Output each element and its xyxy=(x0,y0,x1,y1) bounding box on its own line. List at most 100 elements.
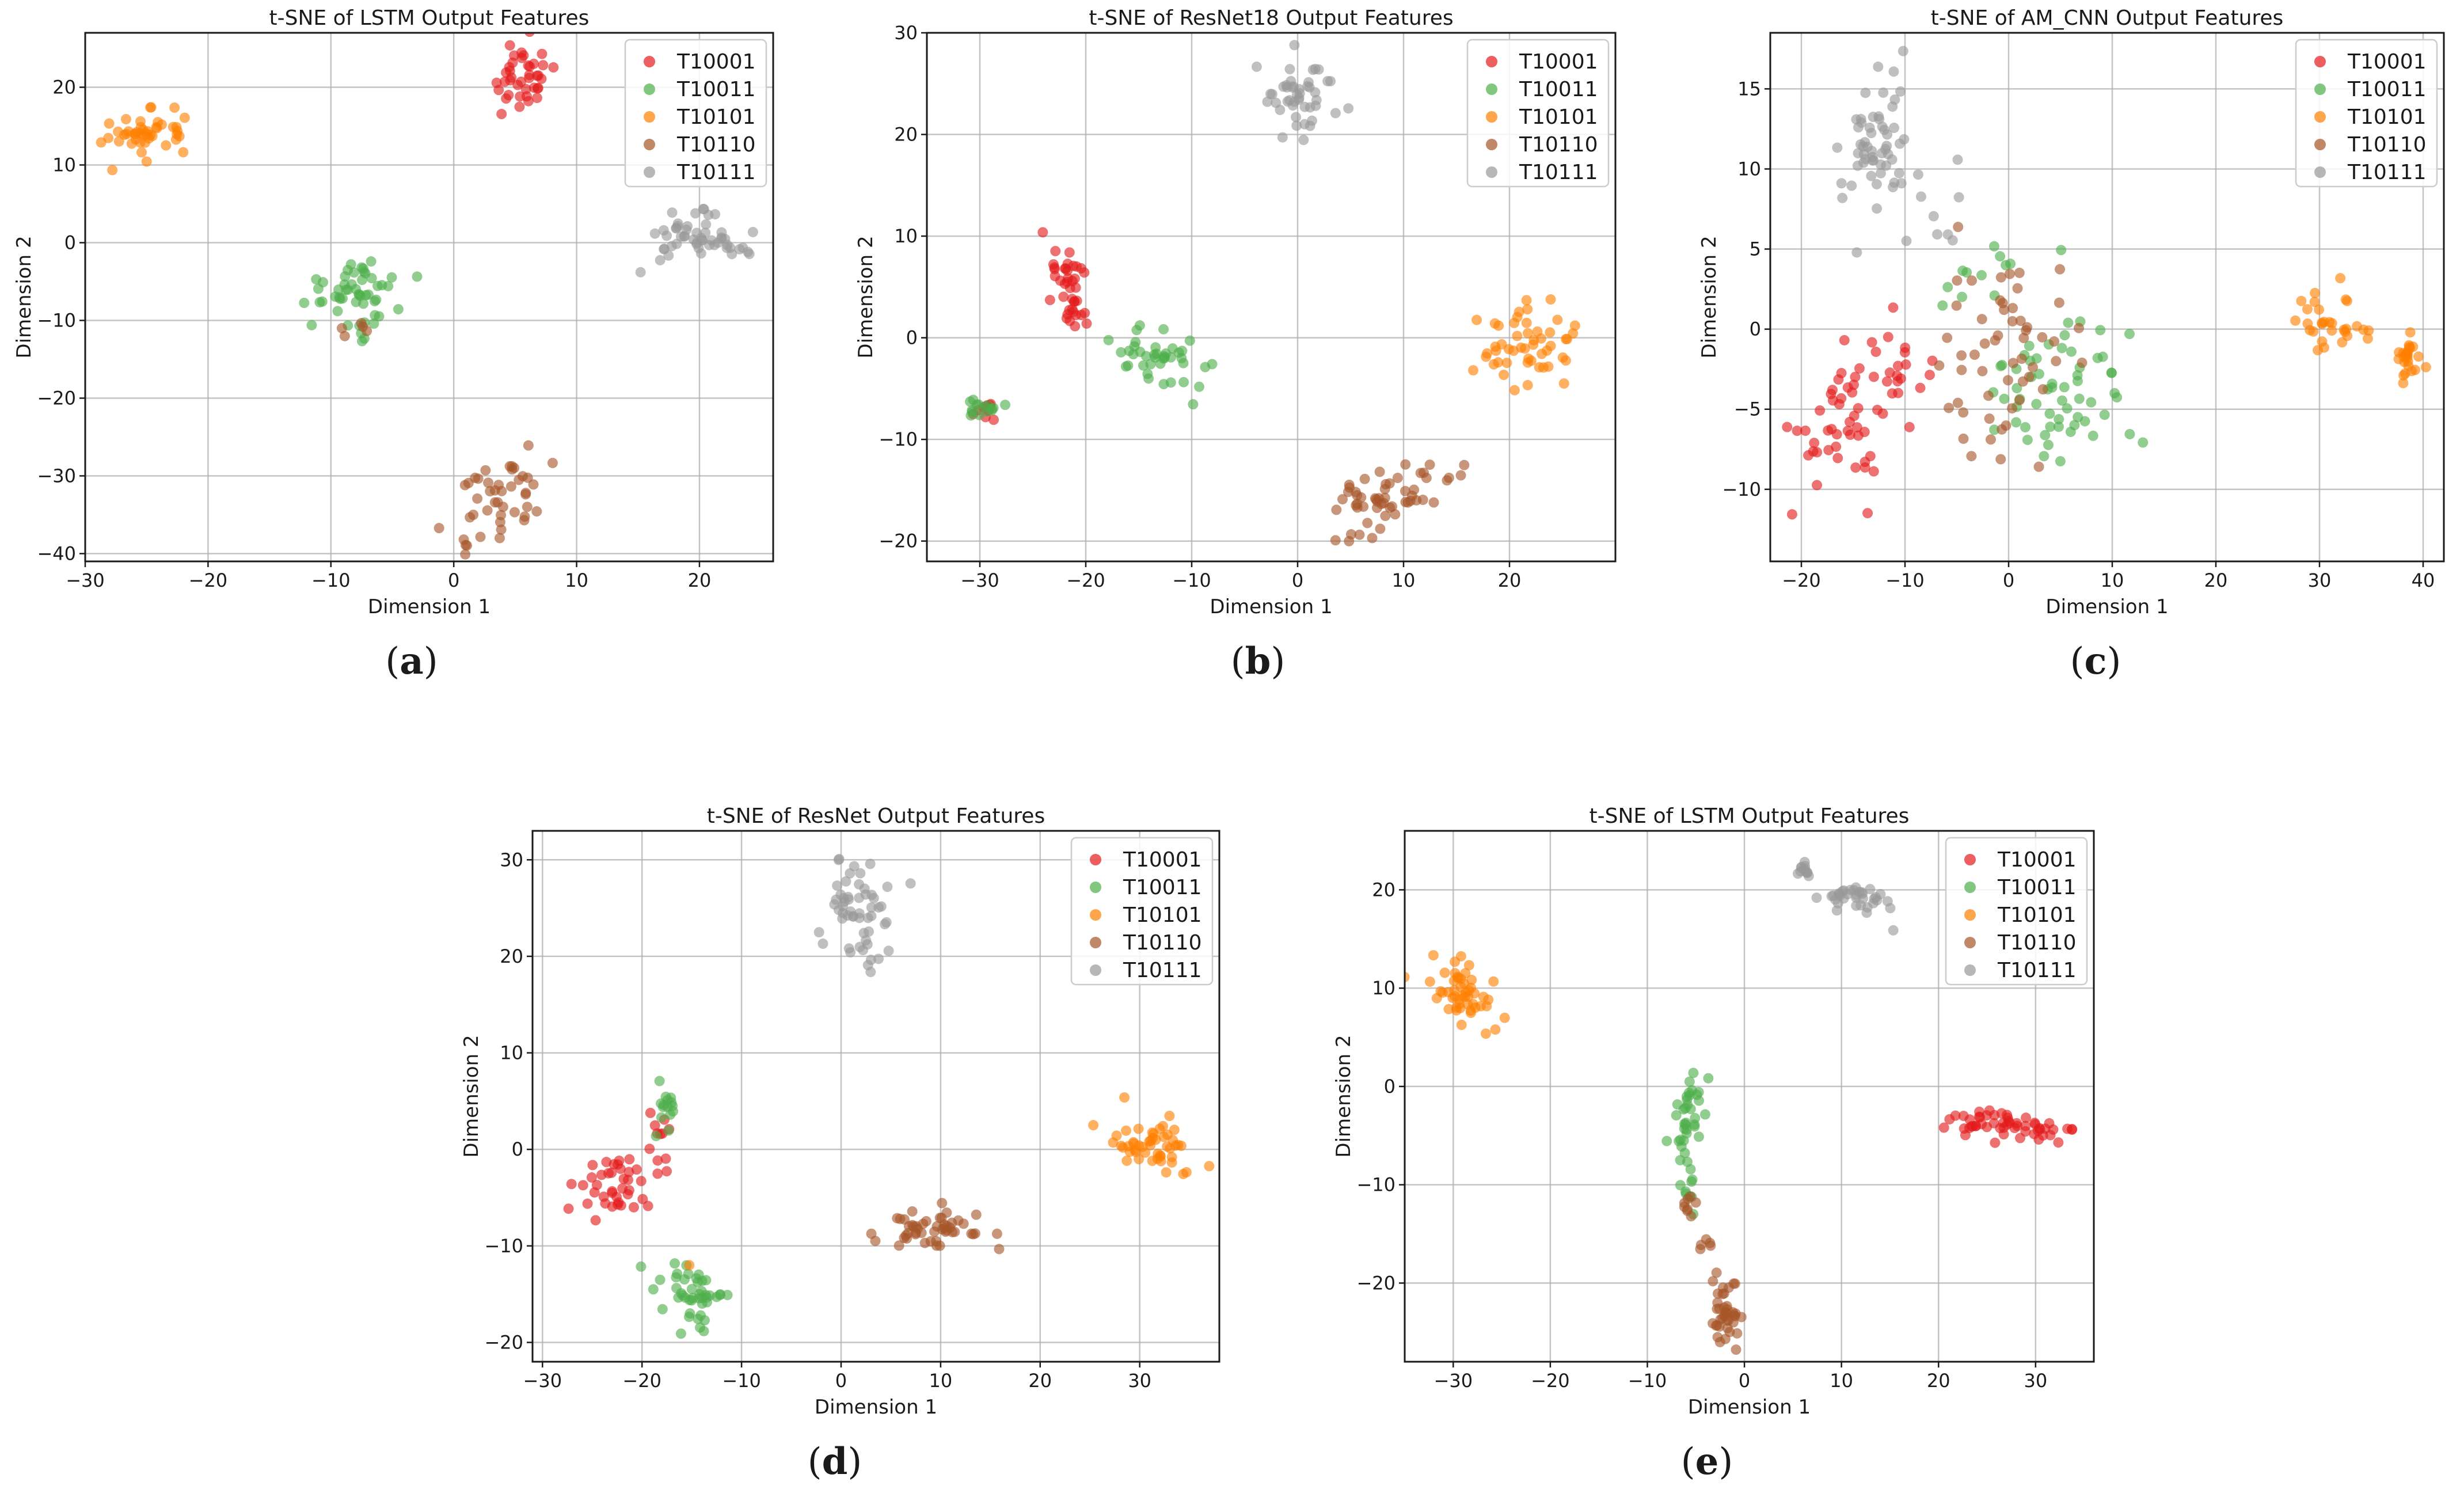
point-T10111 xyxy=(706,235,717,246)
point-T10110 xyxy=(1344,535,1355,546)
legend-label-T10110: T10110 xyxy=(1519,133,1598,157)
point-T10101 xyxy=(1147,1127,1158,1138)
point-T10101 xyxy=(104,118,115,129)
point-T10111 xyxy=(1866,146,1877,157)
point-T10001 xyxy=(1782,421,1793,432)
x-tick-label: 0 xyxy=(1292,569,1303,591)
legend-label-T10011: T10011 xyxy=(2347,78,2427,101)
point-T10101 xyxy=(1499,370,1509,381)
point-T10101 xyxy=(169,102,180,113)
x-tick-label: −10 xyxy=(1628,1370,1667,1392)
legend-label-T10001: T10001 xyxy=(1123,848,1202,872)
point-T10111 xyxy=(1877,121,1888,132)
point-T10111 xyxy=(716,232,727,243)
y-tick-label: 10 xyxy=(52,154,76,176)
point-T10001 xyxy=(1868,466,1879,477)
point-T10110 xyxy=(1380,510,1391,521)
point-T10111 xyxy=(1830,894,1841,905)
point-T10110 xyxy=(1330,535,1341,546)
x-tick-label: −30 xyxy=(523,1370,562,1392)
point-T10111 xyxy=(1278,81,1289,92)
point-T10110 xyxy=(1712,1297,1723,1308)
point-T10011 xyxy=(676,1288,687,1299)
point-T10110 xyxy=(1984,413,1995,424)
point-T10111 xyxy=(1853,122,1864,133)
point-T10011 xyxy=(2072,375,2083,386)
point-T10110 xyxy=(1995,454,2006,465)
point-T10111 xyxy=(1311,94,1322,105)
legend-box xyxy=(1945,837,2088,986)
point-T10110 xyxy=(1985,434,1996,445)
point-T10011 xyxy=(1999,393,2010,404)
point-T10101 xyxy=(1538,362,1549,373)
legend-label-T10111: T10111 xyxy=(1997,959,2077,982)
point-T10001 xyxy=(624,1154,635,1165)
point-T10011 xyxy=(2044,408,2055,419)
point-T10001 xyxy=(660,1153,671,1164)
point-T10110 xyxy=(480,465,491,476)
point-T10110 xyxy=(482,505,493,516)
point-T10101 xyxy=(1119,1092,1130,1103)
point-T10001 xyxy=(563,1203,574,1214)
point-T10101 xyxy=(141,156,152,167)
plot-frame xyxy=(84,32,774,563)
legend-marker-T10011 xyxy=(1090,882,1101,893)
point-T10101 xyxy=(1116,1141,1127,1152)
point-T10111 xyxy=(1912,169,1923,180)
x-tick-label: 30 xyxy=(1128,1370,1151,1392)
point-T10111 xyxy=(1851,247,1862,258)
point-T10101 xyxy=(2362,333,2373,344)
legend-label-T10001: T10001 xyxy=(2347,50,2427,74)
point-T10001 xyxy=(652,1168,663,1179)
legend-box xyxy=(2295,39,2438,188)
point-T10111 xyxy=(1837,192,1848,203)
point-T10111 xyxy=(1330,108,1341,119)
point-T10101 xyxy=(179,112,190,123)
x-tick-label: 20 xyxy=(2204,569,2228,591)
point-T10101 xyxy=(2305,325,2315,336)
point-T10110 xyxy=(514,474,524,485)
x-axis-label: Dimension 1 xyxy=(1688,1396,1811,1419)
point-T10011 xyxy=(360,290,371,301)
point-T10101 xyxy=(1158,1131,1169,1142)
point-T10011 xyxy=(306,320,317,330)
point-T10110 xyxy=(1442,475,1452,486)
point-T10011 xyxy=(2059,382,2070,393)
point-T10011 xyxy=(1693,1131,1704,1142)
point-T10011 xyxy=(636,1261,647,1272)
y-tick-label: 30 xyxy=(894,22,918,44)
point-T10101 xyxy=(1482,348,1493,359)
point-T10101 xyxy=(1488,976,1499,987)
point-T10001 xyxy=(652,1155,663,1166)
point-T10001 xyxy=(1881,376,1892,387)
point-T10110 xyxy=(1956,350,1967,361)
point-T10101 xyxy=(136,147,147,158)
y-tick-label: −10 xyxy=(484,1235,523,1257)
point-T10110 xyxy=(2002,375,2013,386)
x-tick-label: 0 xyxy=(1739,1370,1750,1392)
point-T10011 xyxy=(1661,1135,1672,1146)
point-T10011 xyxy=(2054,421,2064,432)
point-T10001 xyxy=(1079,307,1090,318)
point-T10001 xyxy=(1070,321,1081,332)
point-T10111 xyxy=(865,858,876,869)
point-T10110 xyxy=(2015,316,2026,326)
point-T10110 xyxy=(1731,1344,1741,1355)
point-T10111 xyxy=(1299,101,1310,112)
point-T10110 xyxy=(1374,466,1385,477)
point-T10101 xyxy=(1496,339,1507,349)
point-T10101 xyxy=(2405,327,2416,338)
point-T10001 xyxy=(548,62,559,73)
point-T10101 xyxy=(1164,1111,1175,1122)
point-T10011 xyxy=(1976,270,1987,281)
point-T10011 xyxy=(2031,398,2042,409)
point-T10101 xyxy=(1463,960,1474,971)
point-T10101 xyxy=(2340,326,2351,337)
legend-marker-T10011 xyxy=(1964,882,1976,893)
point-T10011 xyxy=(1957,291,1968,302)
point-T10001 xyxy=(1892,376,1903,387)
point-T10111 xyxy=(1952,154,1963,165)
point-T10111 xyxy=(693,242,704,253)
point-T10101 xyxy=(1514,306,1524,317)
point-T10110 xyxy=(1331,504,1342,515)
